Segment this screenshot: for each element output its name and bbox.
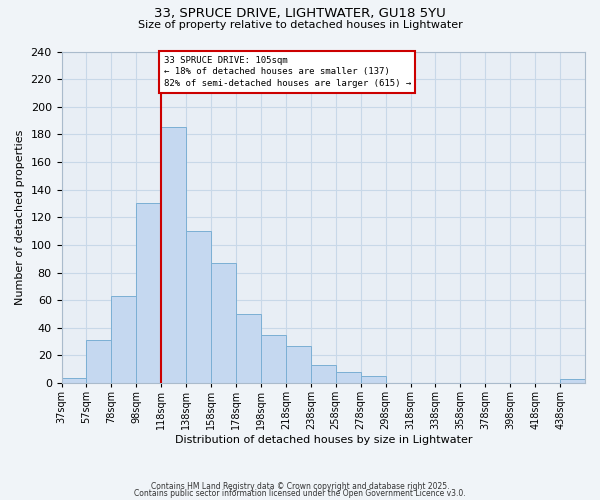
Bar <box>361 376 386 383</box>
X-axis label: Distribution of detached houses by size in Lightwater: Distribution of detached houses by size … <box>175 435 472 445</box>
Text: 33 SPRUCE DRIVE: 105sqm
← 18% of detached houses are smaller (137)
82% of semi-d: 33 SPRUCE DRIVE: 105sqm ← 18% of detache… <box>164 56 411 88</box>
Text: Contains HM Land Registry data © Crown copyright and database right 2025.: Contains HM Land Registry data © Crown c… <box>151 482 449 491</box>
Text: Size of property relative to detached houses in Lightwater: Size of property relative to detached ho… <box>137 20 463 30</box>
Bar <box>560 379 585 383</box>
Bar <box>261 335 286 383</box>
Y-axis label: Number of detached properties: Number of detached properties <box>15 130 25 305</box>
Bar <box>236 314 261 383</box>
Bar <box>136 204 161 383</box>
Text: 33, SPRUCE DRIVE, LIGHTWATER, GU18 5YU: 33, SPRUCE DRIVE, LIGHTWATER, GU18 5YU <box>154 8 446 20</box>
Bar <box>336 372 361 383</box>
Bar <box>62 378 86 383</box>
Text: Contains public sector information licensed under the Open Government Licence v3: Contains public sector information licen… <box>134 490 466 498</box>
Bar <box>186 231 211 383</box>
Bar <box>211 263 236 383</box>
Bar <box>286 346 311 383</box>
Bar <box>311 365 336 383</box>
Bar <box>112 296 136 383</box>
Bar <box>86 340 112 383</box>
Bar <box>161 128 186 383</box>
